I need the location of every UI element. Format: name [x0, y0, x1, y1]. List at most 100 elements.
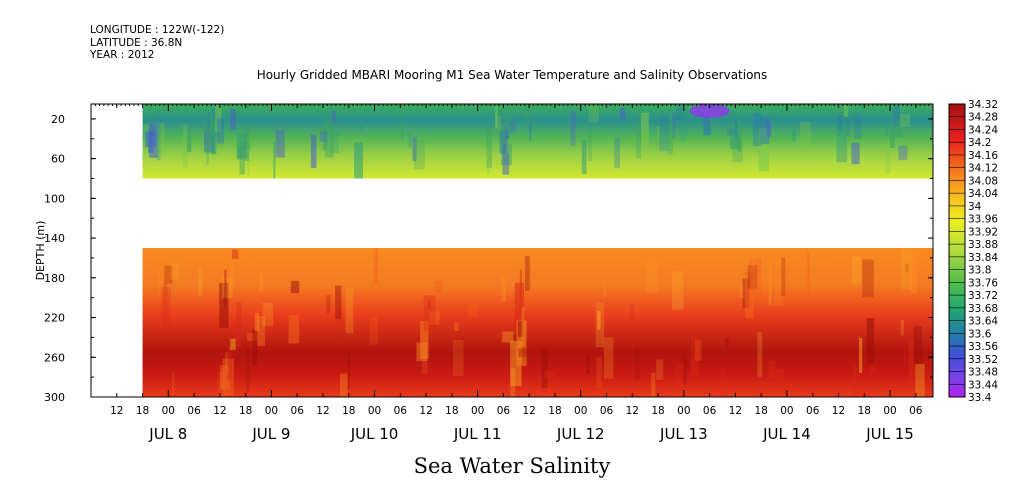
- lower-field-streak: [421, 331, 428, 375]
- upper-field-streak: [310, 134, 317, 169]
- lower-field-streak: [262, 302, 274, 327]
- x-hour-label: 06: [909, 405, 923, 417]
- lower-field-streak: [236, 302, 242, 347]
- low-salinity-patch: [689, 103, 730, 118]
- x-hour-label: 06: [806, 405, 820, 417]
- upper-field-streak: [851, 142, 860, 165]
- upper-field-streak: [885, 143, 891, 175]
- lower-field-streak: [245, 347, 250, 394]
- lower-field-streak: [164, 265, 173, 284]
- lower-field-streak: [252, 329, 258, 366]
- lower-field-streak: [501, 276, 506, 302]
- colorbar-label: 33.4: [968, 392, 992, 404]
- upper-field-streak: [504, 125, 509, 144]
- x-hour-label: 12: [832, 405, 845, 417]
- upper-field-streak: [186, 126, 192, 153]
- lower-field-streak: [502, 331, 514, 343]
- upper-field-streak: [836, 121, 848, 163]
- lower-field-streak: [373, 248, 378, 285]
- lower-field-streak: [453, 322, 459, 331]
- lower-field-streak: [815, 259, 826, 269]
- upper-field-streak: [758, 128, 769, 172]
- lower-field-streak: [452, 339, 464, 377]
- upper-field-streak: [529, 116, 532, 141]
- upper-field-streak: [401, 106, 404, 141]
- lower-field-streak: [369, 316, 378, 345]
- upper-field-streak: [843, 105, 849, 117]
- lower-field-streak: [905, 263, 909, 273]
- lower-field-streak: [585, 354, 590, 375]
- lower-field-streak: [915, 363, 925, 397]
- colorbar-label: 34.12: [968, 163, 998, 175]
- lower-field-streak: [750, 258, 762, 299]
- lower-field-streak: [420, 320, 429, 359]
- lower-field-streak: [335, 285, 342, 320]
- lower-field-streak: [866, 318, 875, 364]
- x-hour-label: 18: [754, 405, 767, 417]
- x-hour-label: 18: [858, 405, 871, 417]
- upper-field-streak: [675, 104, 685, 120]
- colorbar-label: 33.44: [968, 379, 998, 391]
- lower-field-streak: [695, 340, 702, 361]
- y-tick-label: 260: [44, 351, 65, 364]
- upper-field-streak: [214, 120, 221, 131]
- x-hour-label: 12: [110, 405, 123, 417]
- lower-field-streak: [429, 311, 440, 325]
- upper-field-streak: [526, 109, 534, 125]
- x-hour-label: 18: [342, 405, 355, 417]
- lower-field-streak: [597, 310, 601, 330]
- upper-field-streak: [895, 118, 903, 138]
- upper-field-streak: [656, 126, 660, 142]
- lower-field-streak: [254, 312, 260, 332]
- longitude-label: LONGITUDE : 122W(-122): [90, 24, 225, 36]
- lower-field-streak: [518, 348, 528, 358]
- upper-field-streak: [885, 118, 888, 136]
- upper-field-streak: [898, 145, 908, 161]
- upper-field-streak: [332, 110, 336, 123]
- upper-field-streak: [800, 122, 811, 147]
- lower-field-streak: [672, 271, 684, 310]
- x-hour-label: 12: [316, 405, 329, 417]
- lower-field-streak: [776, 369, 784, 383]
- chart-title: Hourly Gridded MBARI Mooring M1 Sea Wate…: [256, 68, 768, 82]
- lower-field-streak: [226, 263, 231, 279]
- colorbar-label: 33.6: [968, 328, 992, 340]
- upper-field-streak: [145, 131, 157, 148]
- upper-field-streak: [837, 115, 843, 131]
- lower-field-streak: [900, 320, 905, 336]
- lower-field-streak: [347, 353, 350, 390]
- upper-field-streak: [570, 110, 576, 146]
- upper-field-streak: [737, 119, 742, 152]
- upper-field-streak: [354, 142, 363, 179]
- colorbar-label: 34.2: [968, 137, 991, 149]
- lower-field-streak: [773, 277, 784, 306]
- colorbar-label: 33.88: [968, 239, 998, 251]
- upper-field-streak: [703, 115, 712, 136]
- upper-field-streak: [581, 140, 587, 175]
- upper-field-streak: [206, 128, 209, 165]
- lower-field-streak: [683, 356, 687, 385]
- y-tick-label: 60: [51, 153, 65, 166]
- lower-field-streak: [514, 282, 525, 331]
- lower-field-streak: [629, 304, 635, 320]
- upper-field-streak: [495, 115, 502, 131]
- y-tick-label: 140: [44, 232, 65, 245]
- lower-field-streak: [326, 295, 331, 314]
- upper-field-streak: [640, 112, 649, 149]
- lower-field-streak: [221, 276, 233, 299]
- colorbar-label: 33.52: [968, 354, 998, 366]
- lower-field-streak: [651, 372, 656, 397]
- lower-field-streak: [747, 265, 758, 289]
- colorbar-label: 33.64: [968, 316, 998, 328]
- upper-field-streak: [324, 117, 334, 158]
- lower-field-streak: [807, 251, 810, 298]
- upper-field-streak: [155, 123, 165, 156]
- x-hour-label: 06: [600, 405, 614, 417]
- lower-field-streak: [852, 366, 857, 397]
- lower-field-streak: [198, 267, 203, 296]
- colorbar-label: 34.32: [968, 99, 998, 111]
- lower-field-streak: [339, 373, 348, 397]
- upper-field-streak: [230, 108, 236, 130]
- upper-field-streak: [729, 126, 739, 149]
